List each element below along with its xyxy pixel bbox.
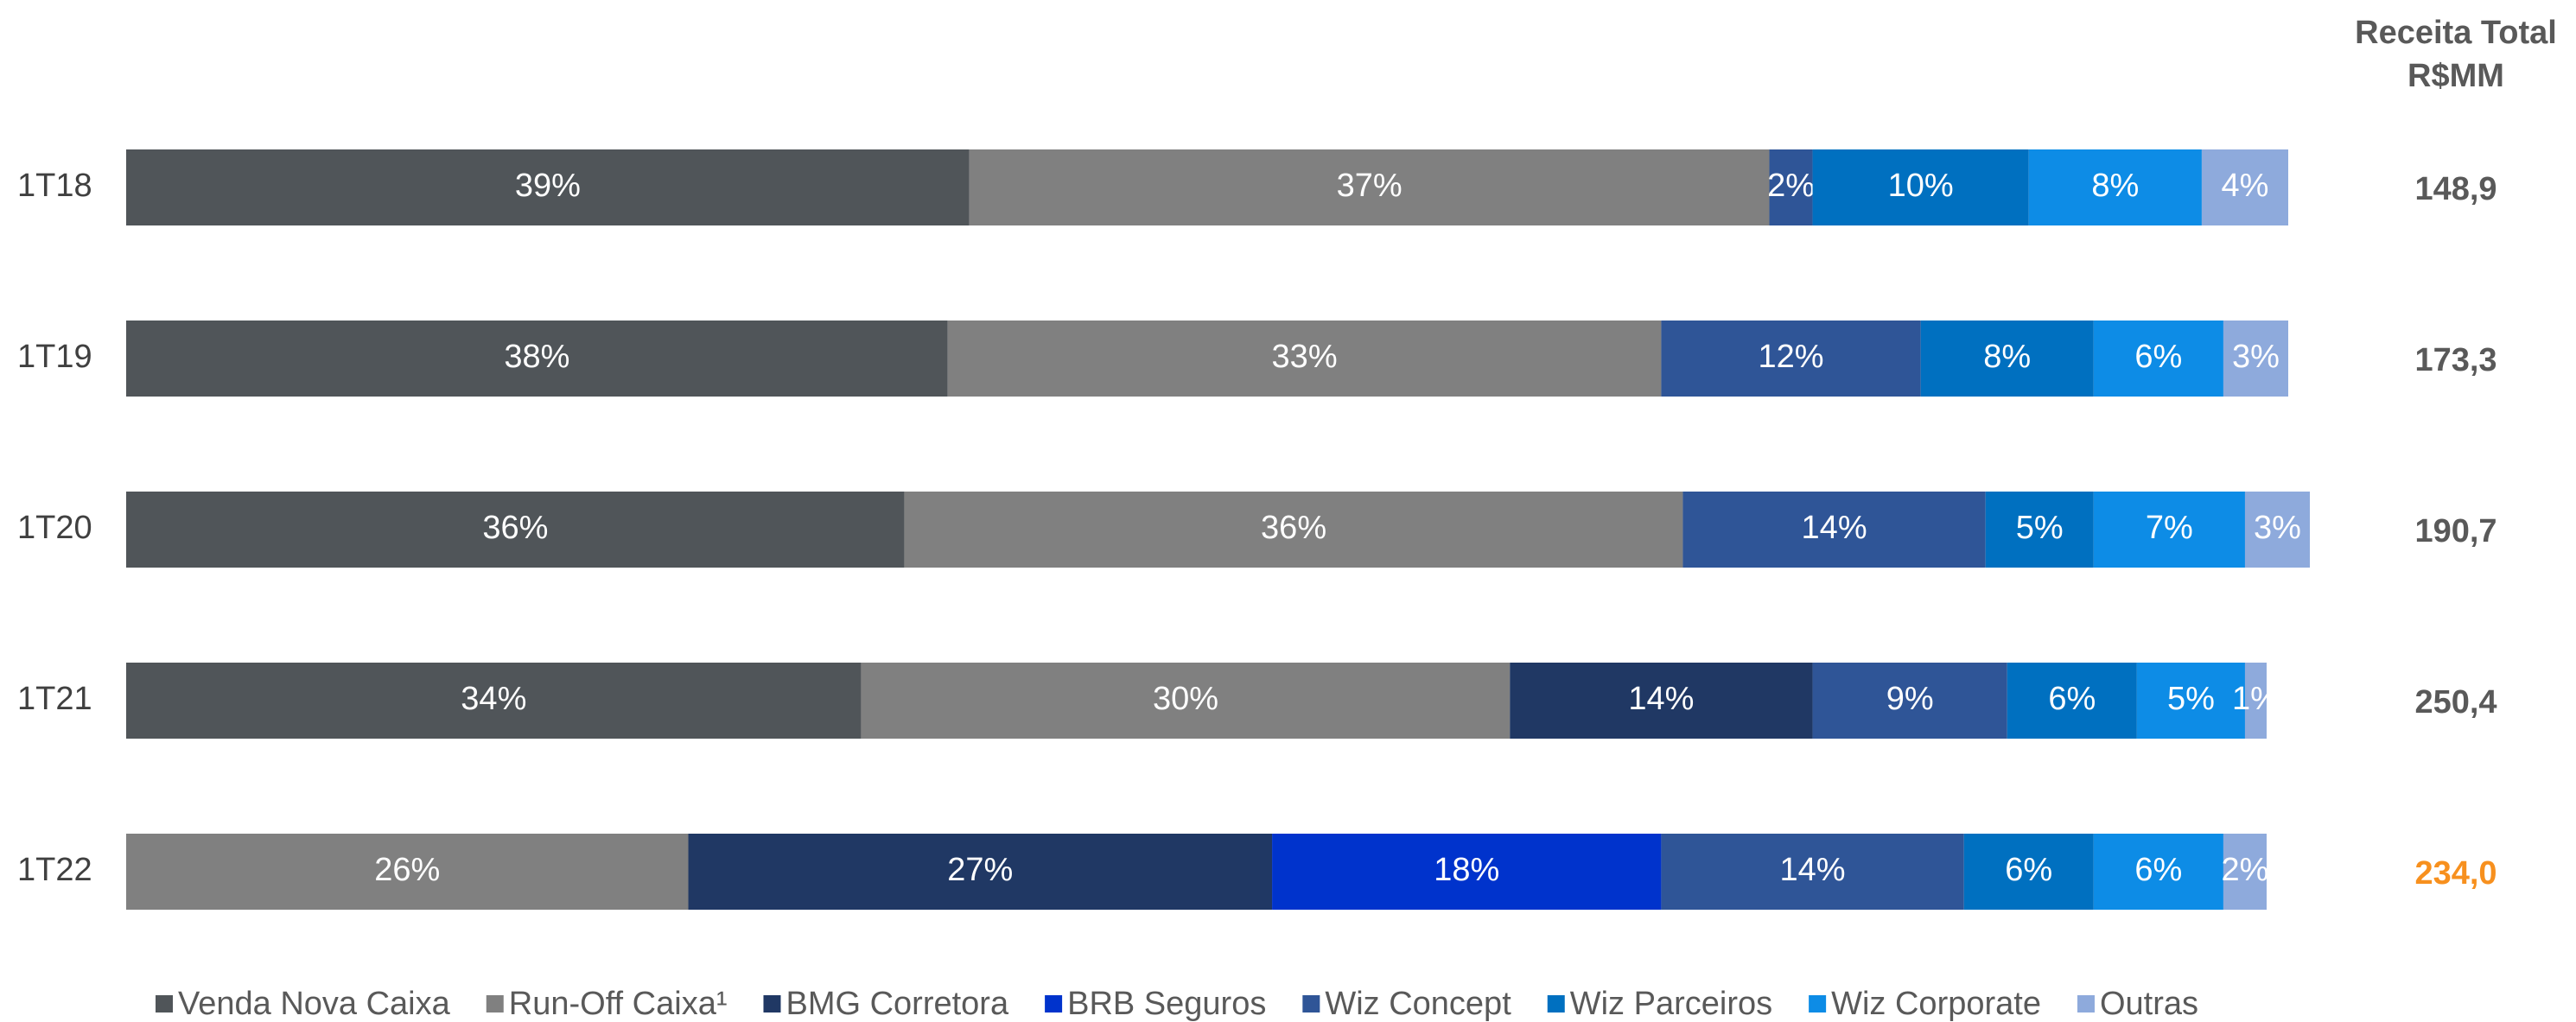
data-label: 14%	[1628, 681, 1694, 717]
bar-segment	[1510, 663, 1813, 739]
bar-segment	[904, 492, 1683, 568]
data-label: 8%	[1983, 339, 2031, 375]
data-label: 33%	[1272, 339, 1338, 375]
bar-segment	[126, 149, 970, 225]
data-label: 1%	[2232, 681, 2280, 717]
bar-segment	[1985, 492, 2094, 568]
data-label: 6%	[2005, 852, 2052, 888]
data-label: 6%	[2048, 681, 2096, 717]
bar-segment	[861, 663, 1511, 739]
totals-header: Receita Total	[2355, 15, 2557, 51]
bar-segment	[1272, 834, 1662, 910]
data-label: 4%	[2221, 168, 2268, 204]
bar-segment	[2223, 834, 2267, 910]
legend-label: Outras	[2100, 986, 2198, 1022]
bar-segment	[1682, 492, 1986, 568]
bar-segment	[1920, 321, 2094, 397]
bar-segment	[126, 492, 905, 568]
bar-segment	[2244, 663, 2267, 739]
bar-segment	[688, 834, 1273, 910]
legend-swatch	[1045, 995, 1063, 1012]
data-label: 2%	[1767, 168, 1815, 204]
legend-label: BRB Seguros	[1067, 986, 1266, 1022]
data-label: 39%	[515, 168, 581, 204]
totals-header: R$MM	[2407, 58, 2504, 94]
legend-label: Venda Nova Caixa	[178, 986, 451, 1022]
data-label: 6%	[2134, 852, 2182, 888]
data-label: 5%	[2167, 681, 2215, 717]
legend-swatch	[2077, 995, 2095, 1012]
total-value: 148,9	[2414, 171, 2496, 207]
legend-label: Wiz Concept	[1325, 986, 1511, 1022]
bar-segment	[126, 321, 948, 397]
bar-segment	[2093, 321, 2223, 397]
bar-segment	[2223, 321, 2288, 397]
category-label: 1T19	[17, 339, 92, 375]
bar-segment	[126, 663, 862, 739]
bar-segment	[2093, 834, 2223, 910]
bar-segment	[1963, 834, 2094, 910]
legend-label: Wiz Parceiros	[1570, 986, 1772, 1022]
legend-swatch	[156, 995, 173, 1012]
data-label: 30%	[1153, 681, 1218, 717]
legend-label: Wiz Corporate	[1831, 986, 2041, 1022]
data-label: 36%	[482, 510, 548, 546]
data-label: 38%	[504, 339, 569, 375]
bar-segment	[1812, 663, 2007, 739]
data-label: 18%	[1434, 852, 1499, 888]
bar-segment	[2136, 663, 2245, 739]
legend-label: BMG Corretora	[786, 986, 1008, 1022]
bar-segment	[2007, 663, 2137, 739]
category-label: 1T20	[17, 510, 92, 546]
category-label: 1T22	[17, 852, 92, 888]
total-value: 234,0	[2414, 855, 2496, 892]
bar-segment	[2244, 492, 2311, 568]
category-label: 1T18	[17, 168, 92, 204]
bar-segment	[1769, 149, 1813, 225]
legend-swatch	[486, 995, 504, 1012]
data-label: 14%	[1802, 510, 1867, 546]
data-label: 27%	[947, 852, 1013, 888]
data-label: 5%	[2016, 510, 2064, 546]
legend-swatch	[763, 995, 781, 1012]
total-value: 190,7	[2414, 513, 2496, 549]
data-label: 3%	[2232, 339, 2280, 375]
legend-label: Run-Off Caixa¹	[509, 986, 728, 1022]
bar-segment	[126, 834, 689, 910]
data-label: 7%	[2146, 510, 2193, 546]
data-label: 2%	[2221, 852, 2268, 888]
data-label: 10%	[1888, 168, 1954, 204]
data-label: 8%	[2091, 168, 2139, 204]
data-label: 26%	[374, 852, 440, 888]
bar-segment	[1661, 834, 1964, 910]
bar-segment	[947, 321, 1662, 397]
total-value: 173,3	[2414, 342, 2496, 378]
legend-swatch	[1302, 995, 1320, 1012]
data-label: 9%	[1886, 681, 1934, 717]
bar-segment	[969, 149, 1770, 225]
data-label: 14%	[1780, 852, 1846, 888]
data-label: 36%	[1261, 510, 1326, 546]
data-label: 12%	[1759, 339, 1824, 375]
bar-segment	[2201, 149, 2288, 225]
bar-segment	[2028, 149, 2202, 225]
bar-segment	[1661, 321, 1921, 397]
legend-swatch	[1547, 995, 1565, 1012]
data-label: 3%	[2254, 510, 2301, 546]
data-label: 37%	[1337, 168, 1402, 204]
legend-swatch	[1809, 995, 1827, 1012]
total-value: 250,4	[2414, 684, 2496, 720]
category-label: 1T21	[17, 681, 92, 717]
data-label: 34%	[461, 681, 526, 717]
bar-segment	[1812, 149, 2029, 225]
data-label: 6%	[2134, 339, 2182, 375]
bar-segment	[2093, 492, 2245, 568]
